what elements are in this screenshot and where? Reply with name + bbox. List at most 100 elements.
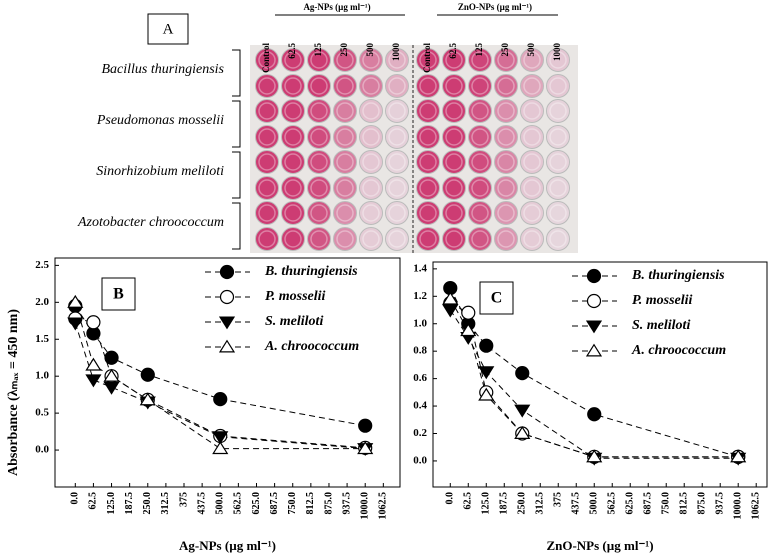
well bbox=[520, 227, 544, 251]
marker bbox=[212, 431, 229, 445]
x-tick-label: 375 bbox=[553, 492, 564, 507]
legend-marker bbox=[585, 320, 603, 334]
well-rim bbox=[445, 230, 463, 248]
well-rim bbox=[419, 77, 437, 95]
legend-marker bbox=[219, 289, 235, 305]
marker bbox=[213, 391, 228, 407]
well-rim bbox=[388, 51, 406, 69]
marker bbox=[67, 317, 84, 331]
well bbox=[307, 74, 331, 98]
well bbox=[468, 227, 492, 251]
well bbox=[359, 125, 383, 149]
well-rim bbox=[336, 153, 354, 171]
well bbox=[494, 48, 518, 72]
y-axis-label: Absorbance (λₘₐₓ = 450 nm) bbox=[6, 309, 21, 476]
well-rim bbox=[549, 128, 567, 146]
well bbox=[442, 176, 466, 200]
well bbox=[359, 99, 383, 123]
well-rim bbox=[549, 51, 567, 69]
y-tick-label: 0.2 bbox=[413, 427, 427, 439]
x-tick-label: 812.5 bbox=[305, 492, 316, 515]
marker bbox=[515, 366, 530, 381]
x-tick-label: 625.0 bbox=[251, 492, 262, 515]
well bbox=[255, 227, 279, 251]
well-rim bbox=[362, 230, 380, 248]
x-tick-label: 500.0 bbox=[215, 492, 226, 515]
plot-frame bbox=[54, 257, 401, 488]
marker bbox=[586, 449, 603, 463]
well bbox=[307, 48, 331, 72]
well-rim bbox=[471, 204, 489, 222]
well-rim bbox=[523, 230, 541, 248]
well-rim bbox=[419, 51, 437, 69]
column-label: 500 bbox=[365, 43, 375, 57]
strain-label: Pseudomonas mosselii bbox=[96, 113, 224, 128]
well-rim bbox=[258, 51, 276, 69]
well-rim bbox=[419, 102, 437, 120]
strain-bracket bbox=[232, 100, 241, 148]
well bbox=[546, 99, 570, 123]
well bbox=[255, 74, 279, 98]
x-axis-label: Ag-NPs (µg ml⁻¹) bbox=[179, 538, 276, 553]
well bbox=[468, 48, 492, 72]
well-rim bbox=[471, 77, 489, 95]
x-tick-label: 312.5 bbox=[160, 492, 171, 515]
well bbox=[546, 74, 570, 98]
well bbox=[359, 227, 383, 251]
well-rim bbox=[523, 102, 541, 120]
x-tick-label: 62.5 bbox=[463, 492, 474, 510]
x-tick-label: 562.5 bbox=[233, 492, 244, 515]
panel-label: A bbox=[163, 21, 174, 37]
well-rim bbox=[284, 204, 302, 222]
well bbox=[546, 150, 570, 174]
well bbox=[385, 74, 409, 98]
well-rim bbox=[336, 179, 354, 197]
well-rim bbox=[336, 204, 354, 222]
well-rim bbox=[284, 179, 302, 197]
x-tick-label: 0.0 bbox=[445, 492, 456, 505]
legend-marker bbox=[218, 339, 236, 353]
well bbox=[385, 48, 409, 72]
well bbox=[416, 201, 440, 225]
well-rim bbox=[310, 102, 328, 120]
marker bbox=[85, 374, 102, 388]
column-label: 1000 bbox=[552, 43, 562, 62]
well bbox=[385, 125, 409, 149]
well-rim bbox=[419, 230, 437, 248]
well-rim bbox=[336, 230, 354, 248]
column-label: Control bbox=[422, 43, 432, 73]
well-rim bbox=[471, 128, 489, 146]
marker bbox=[587, 407, 602, 422]
well bbox=[520, 99, 544, 123]
well-rim bbox=[549, 102, 567, 120]
column-label: 500 bbox=[526, 43, 536, 57]
legend-marker bbox=[586, 293, 602, 309]
well bbox=[333, 227, 357, 251]
well-rim bbox=[471, 153, 489, 171]
x-tick-label: 937.5 bbox=[341, 492, 352, 515]
marker bbox=[730, 449, 747, 463]
marker bbox=[478, 387, 495, 401]
well-rim bbox=[258, 179, 276, 197]
well-rim bbox=[362, 153, 380, 171]
column-label: 250 bbox=[500, 43, 510, 57]
well-rim bbox=[362, 51, 380, 69]
well bbox=[307, 201, 331, 225]
well-rim bbox=[310, 77, 328, 95]
well bbox=[255, 125, 279, 149]
strain-label: Bacillus thuringiensis bbox=[102, 62, 225, 77]
legend-marker bbox=[219, 264, 235, 280]
well bbox=[416, 176, 440, 200]
marker bbox=[139, 392, 156, 406]
well-rim bbox=[497, 204, 515, 222]
legend-label: S. meliloti bbox=[265, 314, 323, 329]
x-tick-label: 875.0 bbox=[697, 492, 708, 515]
y-tick-label: 0.6 bbox=[413, 372, 427, 384]
well-rim bbox=[445, 179, 463, 197]
well bbox=[442, 74, 466, 98]
well bbox=[442, 125, 466, 149]
x-tick-label: 250.0 bbox=[517, 492, 528, 515]
column-label: 1000 bbox=[391, 43, 401, 62]
well-rim bbox=[471, 51, 489, 69]
well bbox=[442, 201, 466, 225]
